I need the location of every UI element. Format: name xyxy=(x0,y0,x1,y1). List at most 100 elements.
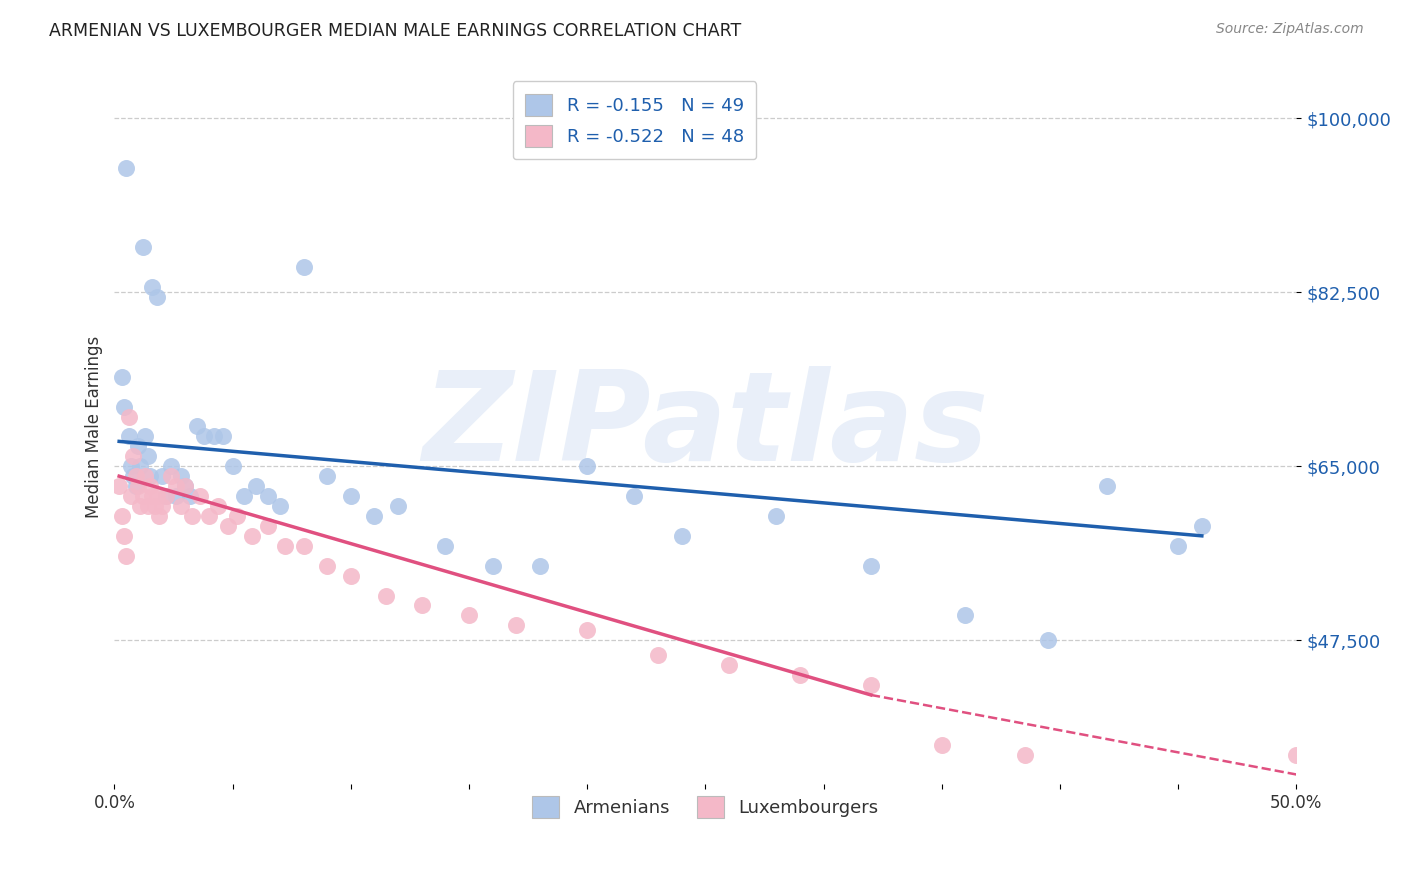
Point xyxy=(387,499,409,513)
Point xyxy=(120,459,142,474)
Point xyxy=(193,429,215,443)
Point xyxy=(122,469,145,483)
Point xyxy=(859,678,882,692)
Point xyxy=(117,409,139,424)
Point xyxy=(139,479,162,493)
Point xyxy=(212,429,235,443)
Point xyxy=(143,499,166,513)
Point xyxy=(1167,539,1189,553)
Point xyxy=(789,668,811,682)
Point xyxy=(217,519,239,533)
Point xyxy=(134,429,156,443)
Point xyxy=(110,508,132,523)
Point xyxy=(375,589,398,603)
Point xyxy=(136,450,159,464)
Point xyxy=(316,558,339,573)
Point xyxy=(155,489,177,503)
Point xyxy=(529,558,551,573)
Point xyxy=(1097,479,1119,493)
Point xyxy=(245,479,267,493)
Point xyxy=(576,459,599,474)
Point xyxy=(273,539,295,553)
Point xyxy=(434,539,457,553)
Point xyxy=(718,658,741,673)
Point xyxy=(931,738,953,752)
Point xyxy=(292,539,315,553)
Point xyxy=(340,489,363,503)
Point xyxy=(292,260,315,275)
Y-axis label: Median Male Earnings: Median Male Earnings xyxy=(86,335,103,517)
Point xyxy=(155,489,177,503)
Point xyxy=(257,519,280,533)
Point xyxy=(481,558,503,573)
Point xyxy=(169,469,191,483)
Point xyxy=(174,479,197,493)
Point xyxy=(363,508,385,523)
Point xyxy=(150,499,173,513)
Point xyxy=(1038,633,1060,648)
Point xyxy=(188,489,211,503)
Point xyxy=(122,450,145,464)
Point xyxy=(134,469,156,483)
Point xyxy=(125,479,148,493)
Point xyxy=(141,489,163,503)
Point xyxy=(240,529,263,543)
Point xyxy=(207,499,229,513)
Point xyxy=(202,429,225,443)
Legend: Armenians, Luxembourgers: Armenians, Luxembourgers xyxy=(524,789,886,825)
Text: ZIPatlas: ZIPatlas xyxy=(422,366,988,487)
Point xyxy=(117,429,139,443)
Text: ARMENIAN VS LUXEMBOURGER MEDIAN MALE EARNINGS CORRELATION CHART: ARMENIAN VS LUXEMBOURGER MEDIAN MALE EAR… xyxy=(49,22,741,40)
Point xyxy=(132,240,155,254)
Point xyxy=(1014,747,1036,762)
Point xyxy=(127,439,149,453)
Point xyxy=(623,489,645,503)
Point xyxy=(108,479,131,493)
Point xyxy=(115,161,138,175)
Point xyxy=(125,469,148,483)
Point xyxy=(150,469,173,483)
Point xyxy=(576,624,599,638)
Point xyxy=(458,608,481,623)
Point xyxy=(148,508,170,523)
Point xyxy=(765,508,787,523)
Point xyxy=(132,489,155,503)
Point xyxy=(221,459,243,474)
Point xyxy=(505,618,527,632)
Point xyxy=(146,489,169,503)
Point xyxy=(112,529,135,543)
Point xyxy=(110,369,132,384)
Point xyxy=(141,280,163,294)
Point xyxy=(955,608,977,623)
Point xyxy=(165,489,187,503)
Point xyxy=(169,499,191,513)
Point xyxy=(139,469,162,483)
Point xyxy=(160,469,183,483)
Point xyxy=(1191,519,1213,533)
Text: Source: ZipAtlas.com: Source: ZipAtlas.com xyxy=(1216,22,1364,37)
Point xyxy=(233,489,256,503)
Point xyxy=(1285,747,1308,762)
Point xyxy=(179,489,201,503)
Point xyxy=(160,459,183,474)
Point xyxy=(859,558,882,573)
Point xyxy=(115,549,138,563)
Point xyxy=(174,479,197,493)
Point xyxy=(129,499,152,513)
Point xyxy=(671,529,693,543)
Point xyxy=(340,568,363,582)
Point xyxy=(647,648,669,662)
Point xyxy=(181,508,204,523)
Point xyxy=(316,469,339,483)
Point xyxy=(112,400,135,414)
Point xyxy=(129,459,152,474)
Point xyxy=(186,419,208,434)
Point xyxy=(257,489,280,503)
Point xyxy=(136,499,159,513)
Point xyxy=(411,599,433,613)
Point xyxy=(165,479,187,493)
Point xyxy=(269,499,291,513)
Point xyxy=(120,489,142,503)
Point xyxy=(127,479,149,493)
Point xyxy=(146,290,169,304)
